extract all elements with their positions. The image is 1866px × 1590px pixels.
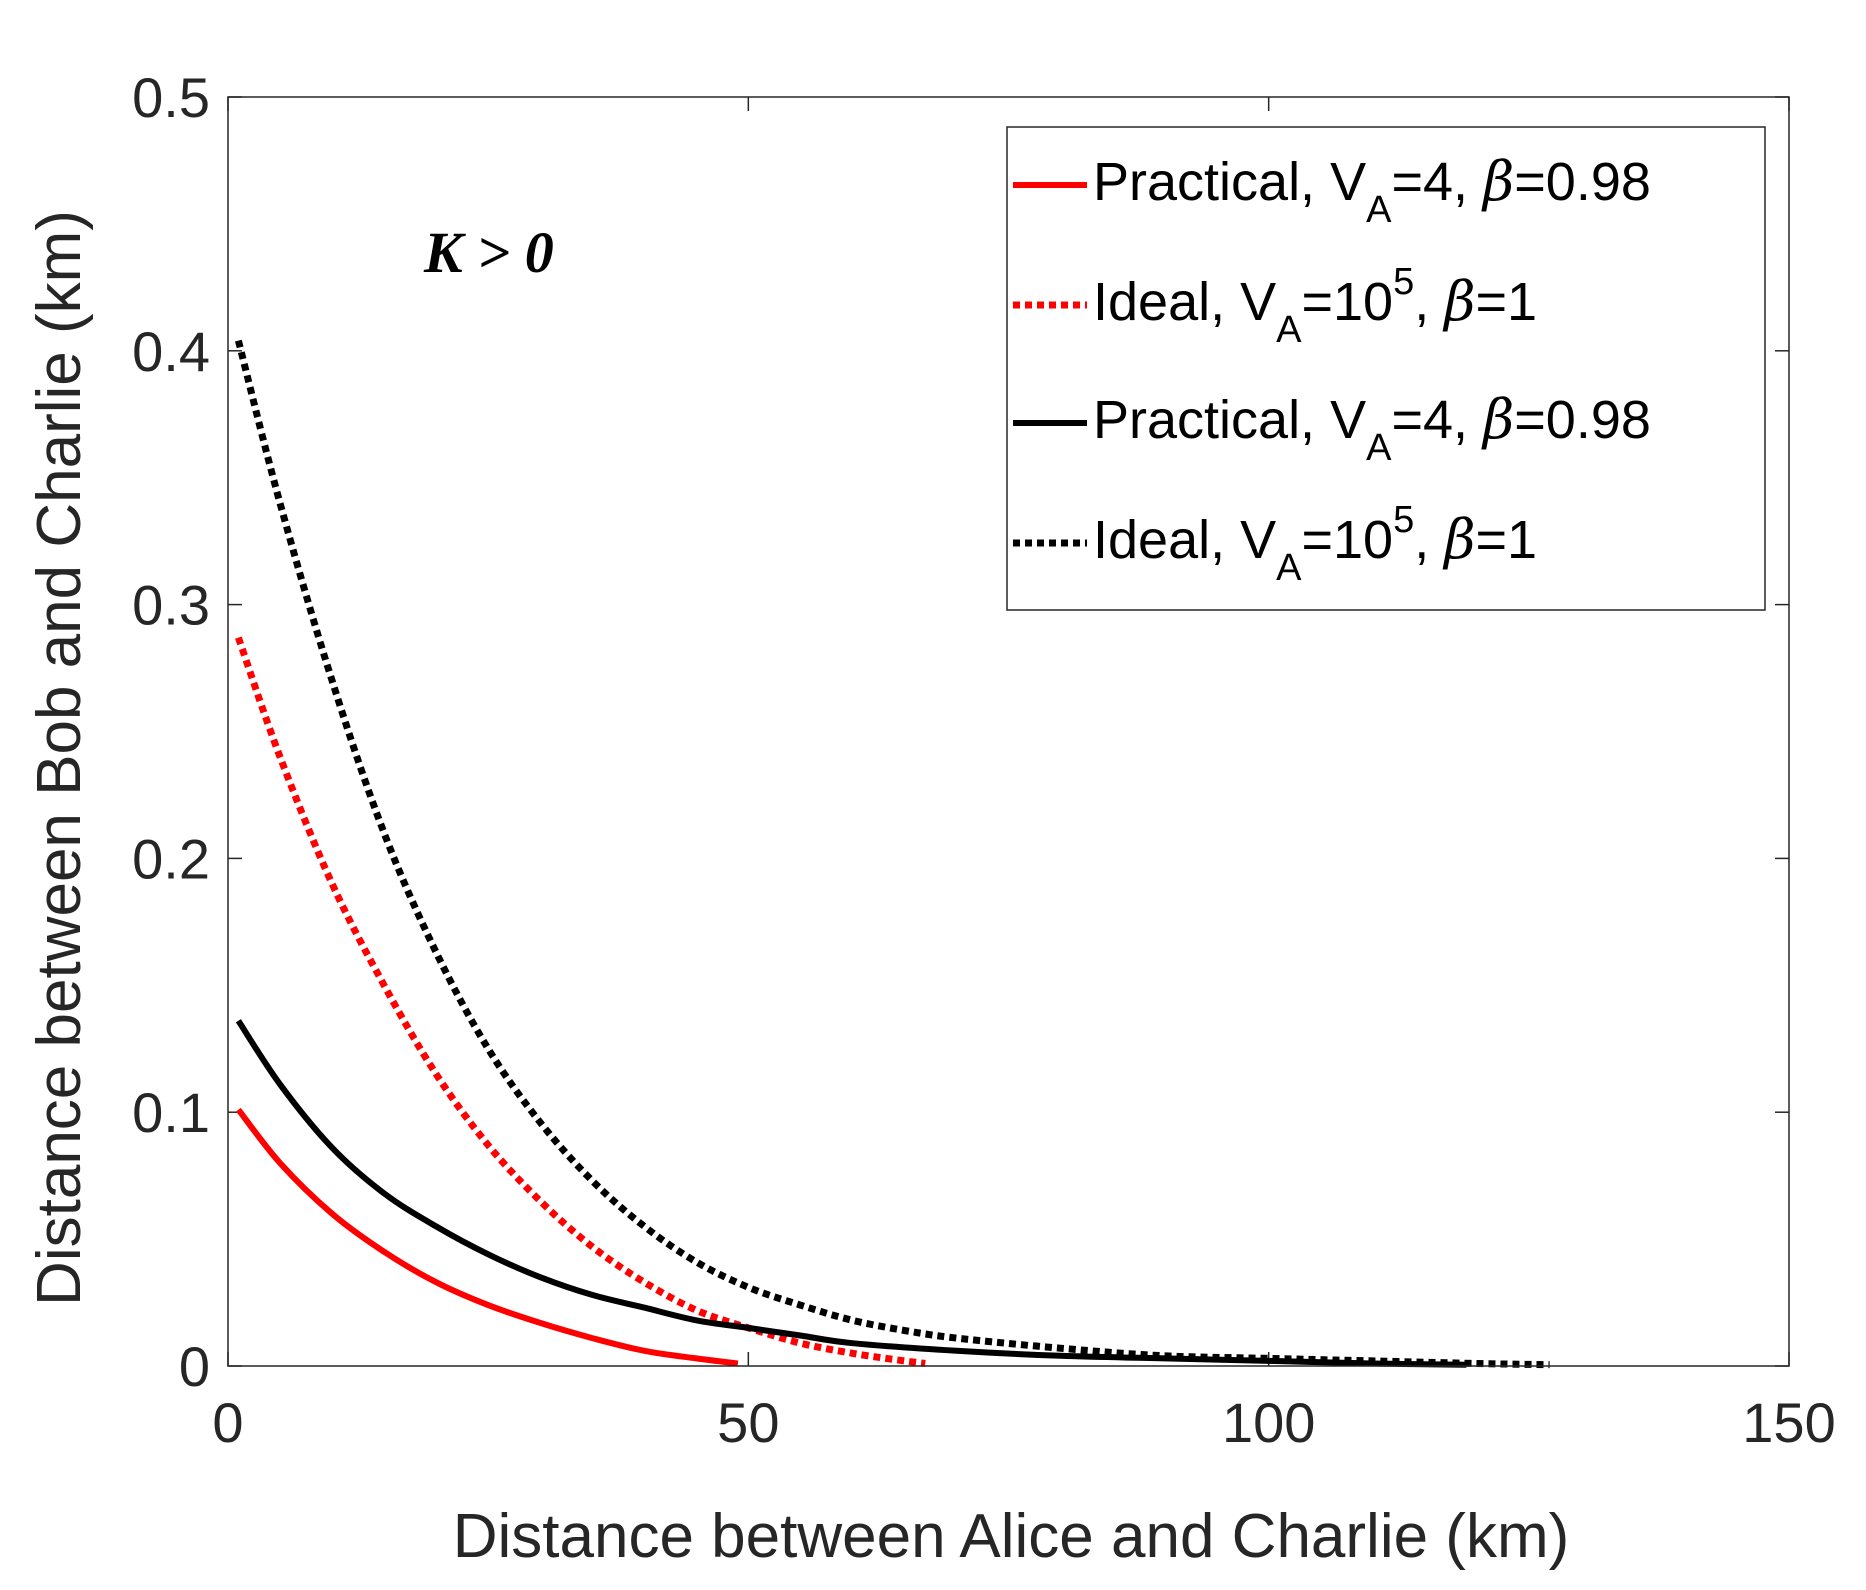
annotation-k-positive: K > 0 (423, 220, 554, 285)
legend-label-2: Ideal, VA=105, β=1 (1093, 261, 1537, 351)
y-tick-label: 0.1 (132, 1081, 210, 1144)
legend-label-3: Practical, VA=4, β=0.98 (1093, 388, 1651, 469)
legend: Practical, VA=4, β=0.98 Ideal, VA=105, β=… (1006, 126, 1766, 611)
y-tick-label: 0.4 (132, 320, 210, 383)
series-line-4 (235, 339, 1550, 1369)
series-line-3 (235, 1019, 1467, 1368)
axis-tick-labels: 0 50 100 150 0 0.1 0.2 0.3 0.4 0.5 (132, 66, 1836, 1454)
series-line-1 (236, 1107, 739, 1367)
x-axis-label: Distance between Alice and Charlie (km) (453, 1502, 1570, 1571)
x-tick-label: 150 (1742, 1391, 1835, 1454)
x-tick-label: 100 (1222, 1391, 1315, 1454)
y-tick-label: 0.5 (132, 66, 210, 129)
legend-label-1: Practical, VA=4, β=0.98 (1093, 150, 1651, 231)
series-layer (235, 339, 1550, 1369)
series-line-2 (235, 636, 926, 1367)
y-tick-label: 0 (179, 1335, 210, 1398)
plot-area-frame (227, 96, 1790, 1367)
y-axis-label: Distance between Bob and Charlie (km) (25, 210, 94, 1306)
y-tick-label: 0.3 (132, 574, 210, 637)
x-tick-label: 50 (717, 1391, 779, 1454)
legend-label-4: Ideal, VA=105, β=1 (1093, 499, 1537, 589)
legend-box (1006, 126, 1766, 611)
x-tick-label: 0 (212, 1391, 243, 1454)
y-tick-label: 0.2 (132, 827, 210, 890)
